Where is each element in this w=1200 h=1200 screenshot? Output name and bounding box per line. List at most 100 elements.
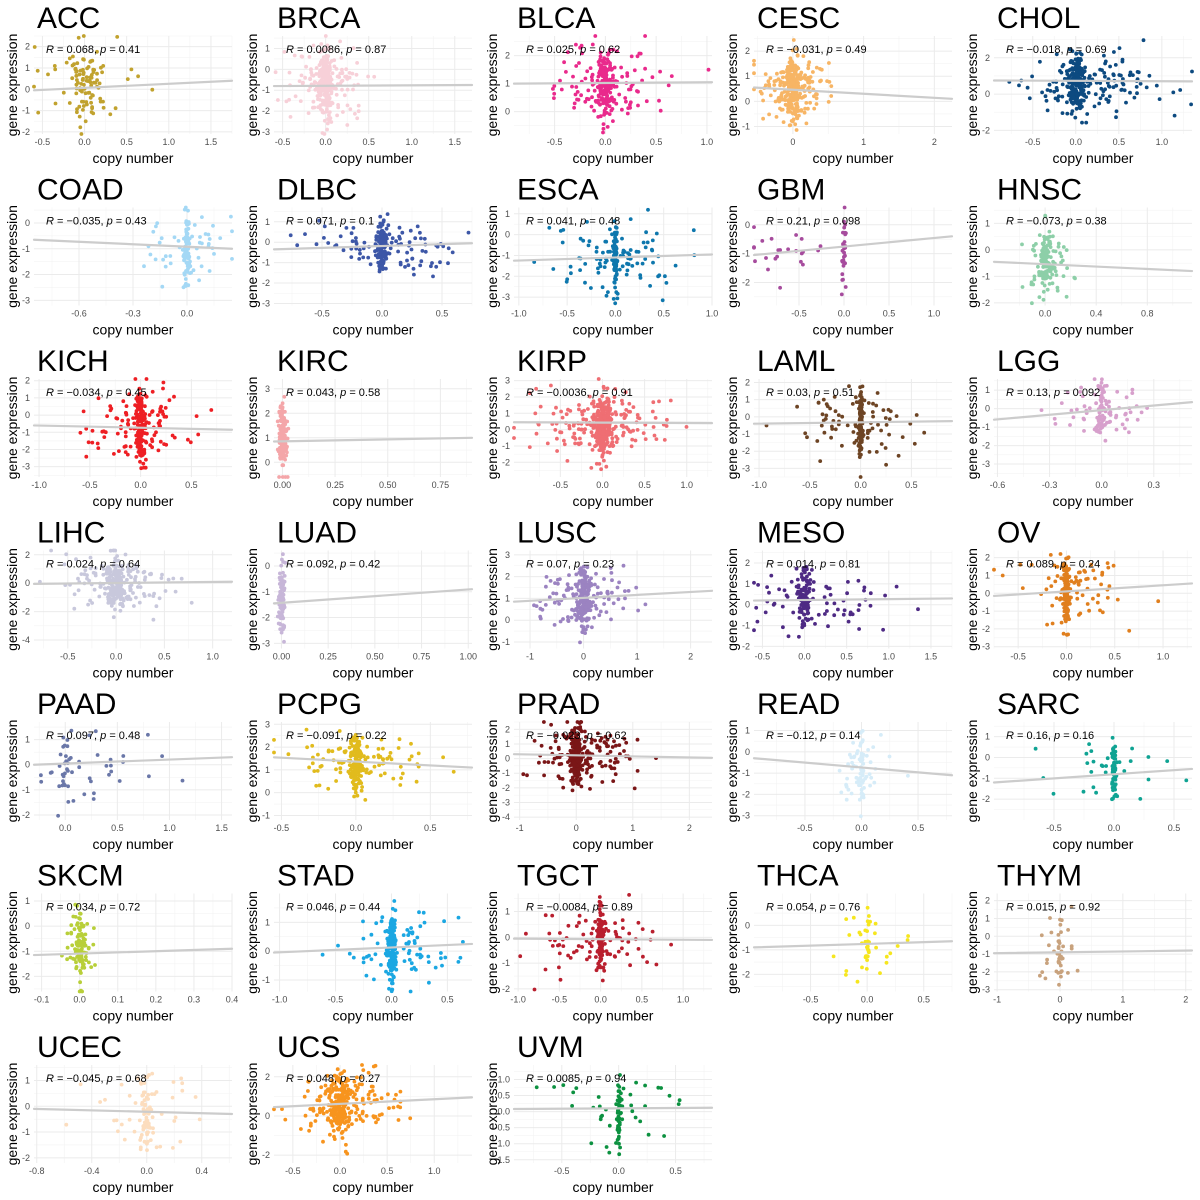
data-point — [136, 74, 141, 79]
data-point — [783, 94, 788, 99]
data-point — [230, 257, 234, 261]
data-point — [161, 386, 165, 391]
data-point — [89, 100, 93, 105]
data-point — [784, 593, 789, 598]
data-point — [120, 418, 125, 423]
data-point — [182, 207, 187, 212]
data-point — [96, 446, 101, 450]
x-tick-label: 1.5 — [449, 137, 462, 147]
data-point — [53, 101, 58, 106]
data-point — [1093, 92, 1098, 97]
data-point — [857, 455, 862, 459]
data-point — [117, 590, 122, 595]
data-point — [571, 435, 575, 439]
data-point — [818, 79, 823, 84]
data-point — [607, 47, 612, 52]
data-point — [362, 754, 366, 759]
data-point — [338, 39, 342, 44]
data-point — [859, 446, 864, 450]
x-tick-label: 0.5 — [650, 137, 663, 147]
data-point — [327, 46, 332, 51]
regression-line — [992, 79, 1194, 83]
data-point — [606, 597, 611, 602]
data-point — [606, 290, 610, 294]
data-point — [1045, 287, 1050, 292]
data-point — [95, 441, 100, 446]
data-point — [598, 609, 603, 614]
data-point — [121, 399, 126, 404]
data-point — [607, 399, 611, 404]
data-point — [583, 580, 588, 584]
data-point — [851, 430, 856, 434]
data-point — [151, 229, 156, 234]
data-point — [648, 284, 652, 288]
y-tick-label: 0 — [25, 410, 30, 420]
data-point — [277, 424, 282, 428]
data-point — [673, 263, 678, 268]
data-point — [85, 573, 89, 578]
data-point — [277, 431, 282, 436]
data-point — [314, 242, 319, 247]
data-point — [48, 771, 53, 775]
panel-title: KIRP — [517, 345, 587, 378]
data-point — [345, 103, 350, 108]
data-point — [638, 51, 643, 56]
data-point — [794, 233, 798, 237]
data-point — [81, 34, 86, 38]
data-point — [1114, 109, 1119, 114]
data-point — [1048, 275, 1053, 280]
data-point — [900, 435, 905, 439]
data-point — [1075, 407, 1079, 412]
data-point — [756, 583, 760, 587]
data-point — [282, 639, 286, 644]
data-point — [1065, 632, 1069, 637]
data-point — [83, 119, 88, 124]
data-point — [124, 411, 129, 416]
data-point — [1054, 52, 1059, 57]
data-point — [651, 260, 655, 265]
data-point — [776, 96, 781, 100]
data-point — [310, 743, 315, 748]
regression-line — [752, 420, 954, 425]
data-point — [596, 74, 601, 79]
data-point — [555, 577, 560, 582]
data-point — [753, 259, 757, 264]
data-point — [602, 447, 606, 451]
data-point — [160, 754, 165, 758]
data-point — [315, 94, 320, 98]
data-point — [868, 603, 873, 608]
data-point — [359, 788, 364, 793]
data-point — [611, 119, 615, 123]
data-point — [596, 439, 601, 444]
data-point — [650, 409, 655, 414]
data-point — [1082, 429, 1086, 433]
data-point — [118, 602, 122, 607]
y-tick-label: 0 — [265, 457, 270, 467]
data-point — [155, 221, 160, 226]
data-point — [576, 427, 581, 431]
data-point — [796, 585, 801, 590]
data-point — [645, 240, 650, 245]
data-point — [138, 436, 143, 440]
data-point — [166, 577, 171, 582]
data-point — [101, 99, 105, 104]
data-point — [1044, 587, 1049, 592]
data-point — [593, 34, 598, 38]
data-point — [845, 423, 850, 428]
x-axis-label: copy number — [813, 665, 894, 681]
data-point — [1102, 53, 1106, 58]
data-point — [418, 230, 422, 235]
data-point — [90, 601, 94, 605]
panel-title: KICH — [37, 345, 109, 378]
data-point — [1095, 600, 1100, 605]
data-point — [409, 754, 414, 759]
data-point — [799, 96, 804, 100]
data-point — [366, 255, 371, 260]
data-point — [188, 271, 192, 275]
data-point — [320, 102, 324, 107]
data-point — [82, 57, 86, 62]
data-point — [1120, 422, 1125, 427]
data-point — [788, 99, 793, 103]
data-point — [1111, 72, 1116, 77]
